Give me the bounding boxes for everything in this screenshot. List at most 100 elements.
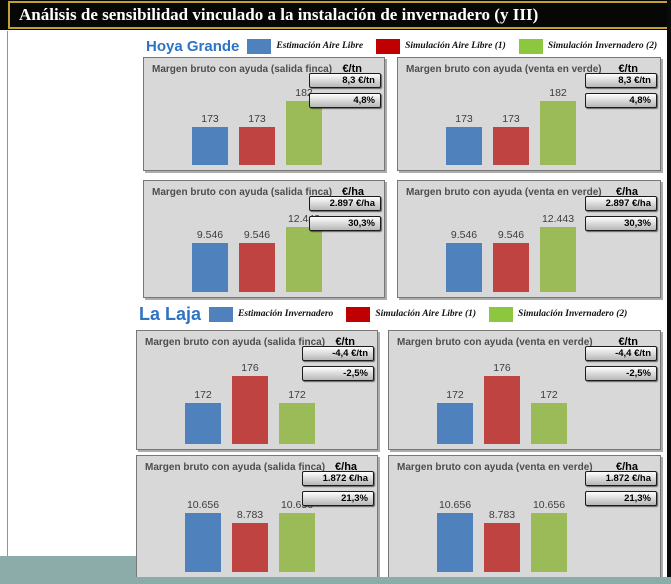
callout-group: 2.897 €/ha 30,3% [309,196,381,231]
bar-value-label: 173 [248,113,266,125]
chart-title: Margen bruto con ayuda (venta en verde) [397,462,593,473]
bar-group: 173 173 182 [192,87,322,165]
bar-series-1: 173 [446,113,482,165]
chart-title: Margen bruto con ayuda (venta en verde) [406,187,602,198]
chart-panel-header: Margen bruto con ayuda (venta en verde) … [389,456,660,473]
section-title: La Laja [139,303,202,324]
chart-unit-label: €/tn [618,336,638,348]
legend-label: Simulación Invernadero (2) [547,41,658,51]
bar-value-label: 182 [549,87,567,99]
bar-value-label: 9.546 [196,229,224,241]
slide-title-border: Análisis de sensibilidad vinculado a la … [8,1,671,29]
chart-panel-header: Margen bruto con ayuda (salida finca) €/… [137,331,377,348]
chart-unit-label: €/ha [615,461,638,473]
bar-value-label: 176 [241,362,259,374]
chart-panel: Margen bruto con ayuda (salida finca) €/… [136,455,378,578]
chart-unit-label: €/ha [615,186,638,198]
callout-percentage-value: -2,5% [302,366,374,381]
callout-difference-value: -4,4 €/tn [585,346,657,361]
chart-title: Margen bruto con ayuda (venta en verde) [406,64,602,75]
bar-series-3: 182 [540,87,576,165]
legend-swatch-icon [346,306,371,322]
chart-grid-hoya-grande: Margen bruto con ayuda (salida finca) €/… [143,57,661,298]
chart-unit-label: €/tn [335,336,355,348]
chart-panel: Margen bruto con ayuda (venta en verde) … [388,455,661,578]
chart-panel-header: Margen bruto con ayuda (venta en verde) … [398,58,660,75]
bar-value-label: 12.443 [541,213,575,225]
callout-percentage-value: 30,3% [585,216,657,231]
bar-series-3: 10.656 [279,499,315,572]
chart-panel: Margen bruto con ayuda (venta en verde) … [397,180,661,298]
bar-series-1: 172 [185,389,221,444]
bar-series-1: 172 [437,389,473,444]
bar-series-1: 10.656 [185,499,221,572]
bar-value-label: 172 [288,389,306,401]
bar-series-3: 10.656 [531,499,567,572]
bar-series-3: 172 [279,389,315,444]
page-title: Análisis de sensibilidad vinculado a la … [19,5,539,24]
chart-title: Margen bruto con ayuda (salida finca) [152,64,333,75]
bar-series-1: 173 [192,113,228,165]
chart-unit-label: €/ha [342,186,365,198]
bar-group: 10.656 8.783 10.656 [437,499,567,572]
callout-percentage-value: 30,3% [309,216,381,231]
bar-series-2: 9.546 [493,229,529,292]
chart-panel-header: Margen bruto con ayuda (venta en verde) … [389,331,660,348]
bar-value-label: 173 [455,113,473,125]
legend-item: Simulación Aire Libre (1) [376,38,506,54]
bar-value-label: 8.783 [488,509,516,521]
legend-item: Estimación Aire Libre [247,38,364,54]
callout-difference-value: 2.897 €/ha [309,196,381,211]
bar-value-label: 9.546 [450,229,478,241]
legend-swatch-icon [247,38,272,54]
left-guide-line [7,31,8,556]
bar-series-3: 172 [531,389,567,444]
legend-item: Simulación Invernadero (2) [518,38,658,54]
legend-label: Estimación Invernadero [238,309,334,319]
chart-title: Margen bruto con ayuda (salida finca) [145,337,326,348]
callout-group: 1.872 €/ha 21,3% [585,471,657,506]
legend-item: Estimación Invernadero [209,306,334,322]
callout-group: -4,4 €/tn -2,5% [302,346,374,381]
legend-swatch-icon [376,38,401,54]
callout-difference-value: 1.872 €/ha [302,471,374,486]
chart-title: Margen bruto con ayuda (salida finca) [145,462,326,473]
bar-value-label: 9.546 [243,229,271,241]
bar-value-label: 172 [194,389,212,401]
legend-label: Simulación Aire Libre (1) [405,41,506,51]
bar-value-label: 172 [540,389,558,401]
bar-group: 9.546 9.546 12.443 [446,213,576,292]
bar-series-3: 182 [286,87,322,165]
legend-label: Simulación Aire Libre (1) [375,309,477,319]
legend-label: Simulación Invernadero (2) [518,309,628,319]
bar-group: 9.546 9.546 12.443 [192,213,322,292]
chart-panel: Margen bruto con ayuda (salida finca) €/… [143,57,385,171]
legend: Estimación Aire Libre Simulación Aire Li… [247,38,670,54]
bar-value-label: 173 [201,113,219,125]
bar-series-3: 12.443 [286,213,322,292]
bar-value-label: 176 [493,362,511,374]
section-title: Hoya Grande [146,37,240,55]
chart-panel-header: Margen bruto con ayuda (salida finca) €/… [137,456,377,473]
legend-label: Estimación Aire Libre [276,41,364,51]
bar-series-2: 8.783 [232,509,268,572]
chart-unit-label: €/ha [335,461,358,473]
bar-value-label: 10.656 [438,499,472,511]
bar-group: 172 176 172 [185,362,315,444]
bar-group: 172 176 172 [437,362,567,444]
bar-series-3: 12.443 [540,213,576,292]
callout-difference-value: -4,4 €/tn [302,346,374,361]
callout-percentage-value: 4,8% [309,93,381,108]
chart-panel: Margen bruto con ayuda (venta en verde) … [397,57,661,171]
chart-title: Margen bruto con ayuda (salida finca) [152,187,333,198]
bar-value-label: 173 [502,113,520,125]
section-header-hoya-grande: Hoya Grande Estimación Aire Libre Simula… [146,37,670,55]
chart-panel: Margen bruto con ayuda (venta en verde) … [388,330,661,450]
bar-value-label: 9.546 [497,229,525,241]
chart-panel: Margen bruto con ayuda (salida finca) €/… [136,330,378,450]
callout-group: 8,3 €/tn 4,8% [309,73,381,108]
legend-swatch-icon [518,38,543,54]
callout-group: 1.872 €/ha 21,3% [302,471,374,506]
callout-percentage-value: 21,3% [585,491,657,506]
legend-item: Simulación Aire Libre (1) [346,306,477,322]
